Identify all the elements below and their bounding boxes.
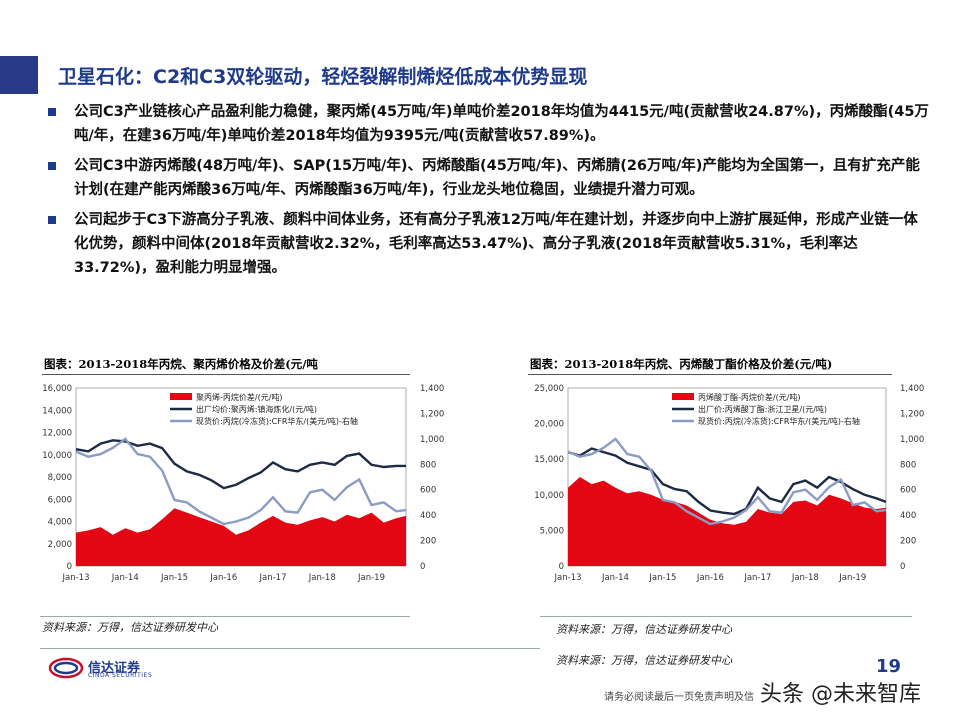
- y-right-tick-label: 0: [900, 562, 905, 572]
- y-right-tick-label: 1,200: [900, 409, 924, 419]
- y-right-tick-label: 200: [900, 537, 916, 547]
- bullet-marker: [48, 216, 56, 224]
- x-tick-label: Jan-13: [554, 573, 582, 583]
- x-tick-label: Jan-19: [357, 573, 385, 583]
- y-right-tick-label: 400: [900, 511, 916, 521]
- source-note-left: 资料来源：万得，信达证券研发中心: [42, 621, 218, 634]
- x-tick-label: Jan-14: [111, 573, 139, 583]
- series-price-line: [75, 439, 406, 490]
- legend-swatch: [672, 393, 694, 400]
- legend-label: 出厂均价:聚丙烯:镇海炼化/(元/吨): [196, 404, 317, 414]
- logo-text: 信达证券: [88, 661, 141, 676]
- bullet-text: 公司C3产业链核心产品盈利能力稳健，聚丙烯(45万吨/年)单吨价差2018年均值…: [74, 104, 929, 144]
- bullet-marker: [48, 162, 56, 170]
- bullet-list: 公司C3产业链核心产品盈利能力稳健，聚丙烯(45万吨/年)单吨价差2018年均值…: [42, 100, 932, 286]
- y-right-tick-label: 1,000: [420, 435, 444, 445]
- y-left-tick-label: 8,000: [48, 473, 72, 483]
- bullet-item: 公司起步于C3下游高分子乳液、颜料中间体业务，还有高分子乳液12万吨/年在建计划…: [42, 208, 932, 280]
- x-tick-label: Jan-15: [160, 573, 188, 583]
- y-right-tick-label: 600: [420, 486, 436, 496]
- chart-title-underline: [528, 374, 892, 375]
- y-left-tick-label: 2,000: [48, 540, 72, 550]
- page-title: 卫星石化：C2和C3双轮驱动，轻烃裂解制烯烃低成本优势显现: [58, 66, 588, 88]
- series-propane-line: [567, 437, 887, 526]
- y-left-tick-label: 6,000: [48, 495, 72, 505]
- y-right-tick-label: 800: [900, 460, 916, 470]
- legend-label: 聚丙烯-丙烷价差/(元/吨): [196, 392, 283, 402]
- y-right-tick-label: 0: [420, 562, 425, 572]
- chart-left: 0 2,000 4,000 6,000 8,000 10,000 12,000 14,000 1…: [42, 384, 444, 583]
- series-spread-area: [568, 477, 886, 566]
- x-tick-label: Jan-18: [308, 573, 336, 583]
- page-number: 19: [876, 656, 902, 677]
- bullet-marker: [48, 108, 56, 116]
- y-left-tick-label: 12,000: [42, 429, 72, 439]
- x-tick-label: Jan-17: [259, 573, 287, 583]
- chart-title-right: 图表：2013-2018年丙烷、丙烯酸丁酯价格及价差(元/吨): [530, 357, 833, 371]
- source-note-right: 资料来源：万得，信达证券研发中心: [556, 623, 732, 636]
- y-left-tick-label: 10,000: [42, 451, 72, 461]
- x-tick-label: Jan-18: [791, 573, 819, 583]
- bullet-item: 公司C3中游丙烯酸(48万吨/年)、SAP(15万吨/年)、丙烯酸酯(45万吨/…: [42, 154, 932, 202]
- y-left-tick-label: 0: [67, 562, 72, 572]
- y-right-tick-label: 200: [420, 537, 436, 547]
- watermark-text: 头条 @未来智库: [760, 682, 921, 707]
- y-left-tick-label: 15,000: [534, 455, 564, 465]
- y-left-tick-label: 20,000: [534, 420, 564, 430]
- y-right-tick-label: 1,400: [900, 384, 924, 394]
- legend-label: 现货价:丙烷(冷冻货):CFR华东/(美元/吨)-右轴: [698, 416, 860, 426]
- x-tick-label: Jan-13: [62, 573, 90, 583]
- x-tick-label: Jan-19: [838, 573, 866, 583]
- y-left-tick-label: 0: [559, 562, 564, 572]
- cinda-logo-icon: [48, 657, 84, 679]
- source-divider: [540, 616, 912, 617]
- bullet-item: 公司C3产业链核心产品盈利能力稳健，聚丙烯(45万吨/年)单吨价差2018年均值…: [42, 100, 932, 148]
- x-tick-label: Jan-14: [601, 573, 629, 583]
- y-right-tick-label: 800: [420, 460, 436, 470]
- bullet-text: 公司C3中游丙烯酸(48万吨/年)、SAP(15万吨/年)、丙烯酸酯(45万吨/…: [74, 158, 920, 198]
- y-left-tick-label: 14,000: [42, 406, 72, 416]
- y-left-tick-label: 25,000: [534, 384, 564, 394]
- y-left-tick-label: 16,000: [42, 384, 72, 394]
- legend-label: 丙烯酸丁酯-丙烷价差/(元/吨): [698, 392, 801, 402]
- logo-subtext: CINDA SECURITIES: [88, 672, 153, 679]
- y-right-tick-label: 600: [900, 486, 916, 496]
- x-tick-label: Jan-16: [696, 573, 724, 583]
- y-right-tick-label: 1,200: [420, 409, 444, 419]
- source-divider: [40, 616, 410, 617]
- title-accent-square: [0, 56, 38, 94]
- series-propane-line: [75, 437, 407, 526]
- x-tick-label: Jan-15: [648, 573, 676, 583]
- y-left-tick-label: 4,000: [48, 518, 72, 528]
- source-note-right-repeat: 资料来源：万得，信达证券研发中心: [556, 654, 732, 667]
- disclaimer-text: 请务必阅读最后一页免责声明及信: [604, 692, 754, 703]
- legend-swatch: [170, 393, 192, 400]
- series-price-line: [567, 447, 887, 516]
- y-right-tick-label: 1,000: [900, 435, 924, 445]
- chart-title-underline: [42, 374, 410, 375]
- bullet-text: 公司起步于C3下游高分子乳液、颜料中间体业务，还有高分子乳液12万吨/年在建计划…: [74, 212, 918, 276]
- y-left-tick-label: 10,000: [534, 491, 564, 501]
- x-tick-label: Jan-16: [209, 573, 237, 583]
- y-right-tick-label: 1,400: [420, 384, 444, 394]
- y-left-tick-label: 5,000: [540, 526, 564, 536]
- legend-label: 出厂价:丙烯酸丁酯:浙江卫星/(元/吨): [698, 404, 827, 414]
- chart-right: 0 5,000 10,000 15,000 20,000 25,000 0 200 400 600…: [534, 384, 924, 583]
- footer-divider: [40, 648, 540, 649]
- y-right-tick-label: 400: [420, 511, 436, 521]
- x-tick-label: Jan-17: [743, 573, 771, 583]
- series-spread-area: [76, 508, 406, 566]
- legend-label: 现货价:丙烷(冷冻货):CFR华东/(美元/吨)-右轴: [196, 416, 358, 426]
- chart-title-left: 图表：2013-2018年丙烷、聚丙烯价格及价差(元/吨: [44, 357, 318, 371]
